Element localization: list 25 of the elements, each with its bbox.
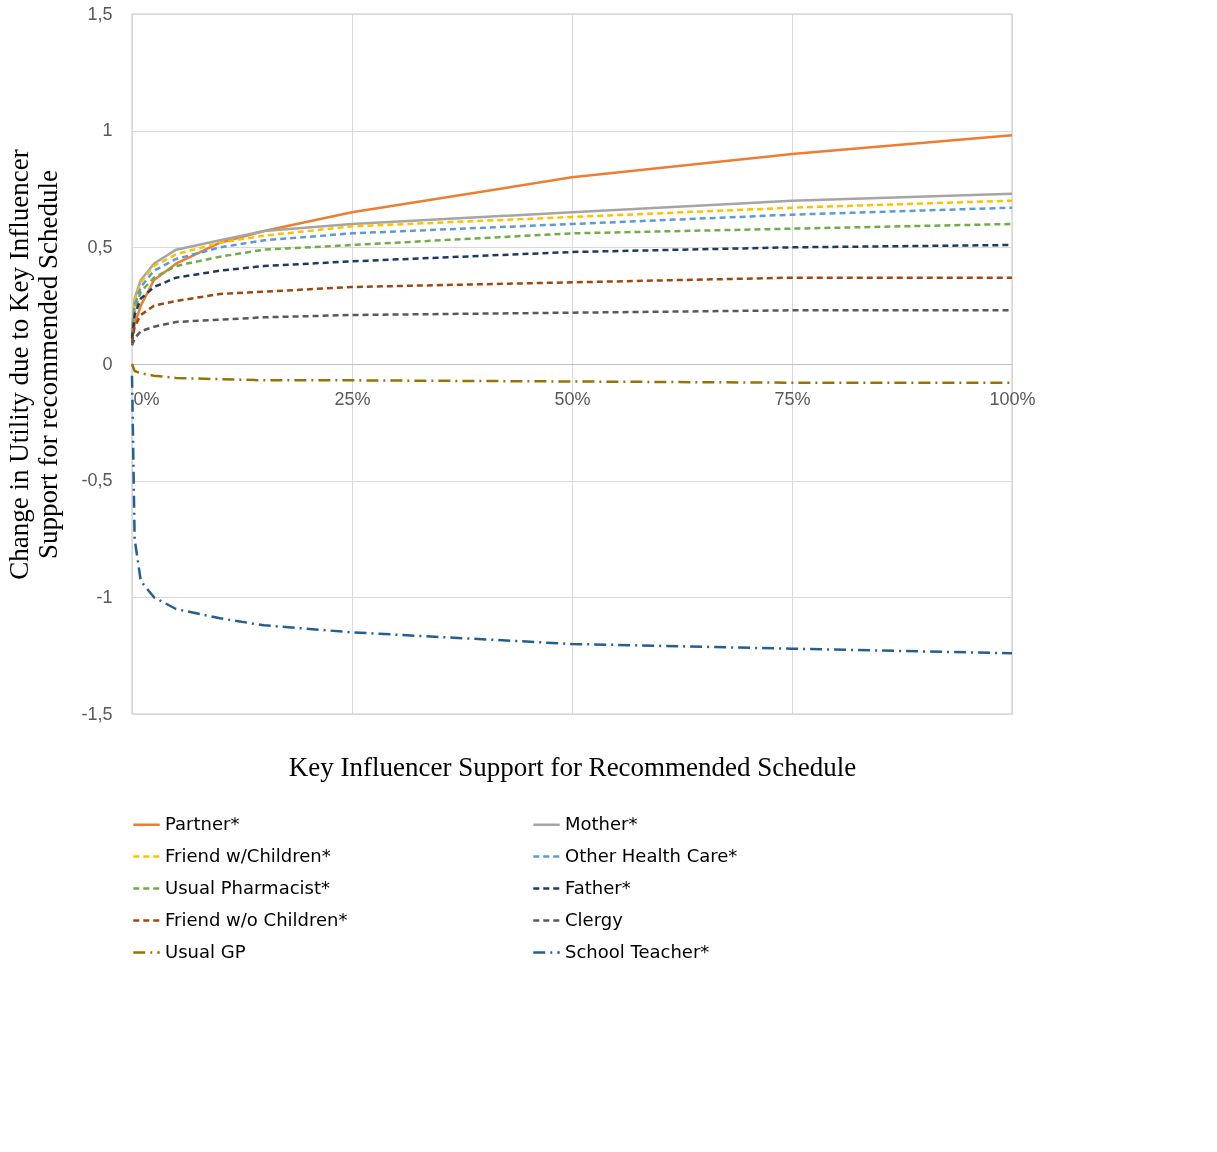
legend-label: Other Health Care* bbox=[565, 844, 738, 866]
y-tick-label: -0,5 bbox=[81, 470, 113, 491]
y-tick-label: 1,5 bbox=[87, 3, 113, 24]
legend-label: Clergy bbox=[565, 908, 624, 930]
y-axis-title: Change in Utility due to Key Influencer Support for recommended Schedule bbox=[4, 149, 64, 580]
x-tick-label: 25% bbox=[334, 388, 371, 409]
x-tick-label: 0% bbox=[133, 388, 160, 409]
legend-label: Usual Pharmacist* bbox=[165, 876, 330, 898]
y-tick-label: -1 bbox=[96, 586, 113, 607]
x-axis-title: Key Influencer Support for Recommended Schedule bbox=[288, 751, 857, 782]
legend-label: Partner* bbox=[165, 812, 240, 834]
legend-label: Father* bbox=[565, 876, 631, 898]
line-series bbox=[130, 276, 1014, 345]
y-tick-label: 0 bbox=[102, 353, 113, 374]
x-tick-label: 50% bbox=[554, 388, 591, 409]
y-tick-label: 0,5 bbox=[87, 236, 113, 257]
x-tick-label: 75% bbox=[774, 388, 811, 409]
legend-label: Friend w/o Children* bbox=[165, 908, 348, 930]
legend-label: Friend w/Children* bbox=[165, 844, 331, 866]
x-tick-label: 100% bbox=[989, 388, 1036, 409]
y-tick-label: -1,5 bbox=[81, 703, 113, 724]
legend-label: School Teacher* bbox=[565, 940, 710, 962]
y-tick-label: 1 bbox=[102, 120, 113, 141]
legend-label: Usual GP bbox=[165, 940, 246, 962]
legend-label: Mother* bbox=[565, 812, 638, 834]
